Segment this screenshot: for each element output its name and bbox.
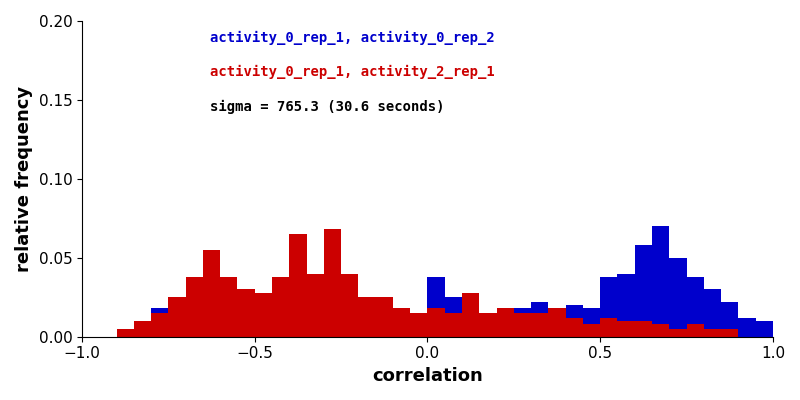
Bar (290, 234, 306, 337)
Bar (756, 321, 773, 337)
Bar (168, 297, 186, 337)
Bar (203, 324, 220, 337)
Bar (634, 245, 652, 337)
Bar (203, 250, 220, 337)
Bar (686, 277, 704, 337)
Bar (427, 277, 445, 337)
Bar (341, 274, 358, 337)
Bar (670, 329, 686, 337)
Bar (566, 318, 583, 337)
Bar (479, 313, 497, 337)
Bar (220, 277, 238, 337)
Bar (514, 313, 531, 337)
Bar (600, 318, 618, 337)
Bar (721, 329, 738, 337)
Bar (376, 297, 393, 337)
Bar (238, 289, 254, 337)
Bar (306, 274, 324, 337)
Bar (220, 321, 238, 337)
Bar (117, 329, 134, 337)
Bar (531, 313, 548, 337)
Bar (376, 329, 393, 337)
Bar (393, 321, 410, 337)
Bar (514, 308, 531, 337)
Bar (186, 277, 203, 337)
Bar (151, 308, 168, 337)
Bar (324, 229, 341, 337)
Bar (531, 302, 548, 337)
Bar (583, 324, 600, 337)
Bar (738, 318, 756, 337)
Bar (548, 308, 566, 337)
Bar (290, 324, 306, 337)
Bar (686, 324, 704, 337)
Bar (462, 292, 479, 337)
Bar (479, 313, 497, 337)
Bar (134, 321, 151, 337)
Bar (704, 329, 721, 337)
Text: activity_0_rep_1, activity_2_rep_1: activity_0_rep_1, activity_2_rep_1 (210, 65, 494, 79)
Bar (410, 321, 427, 337)
Bar (462, 305, 479, 337)
Text: sigma = 765.3 (30.6 seconds): sigma = 765.3 (30.6 seconds) (210, 100, 444, 114)
Bar (358, 297, 376, 337)
Bar (600, 277, 618, 337)
Bar (254, 292, 272, 337)
Bar (721, 302, 738, 337)
Bar (618, 274, 634, 337)
Bar (704, 289, 721, 337)
Bar (272, 277, 290, 337)
Bar (445, 297, 462, 337)
Bar (324, 321, 341, 337)
Y-axis label: relative frequency: relative frequency (15, 86, 33, 272)
Bar (548, 313, 566, 337)
Bar (445, 313, 462, 337)
Bar (151, 313, 168, 337)
Bar (497, 308, 514, 337)
Bar (410, 313, 427, 337)
Bar (393, 308, 410, 337)
Text: activity_0_rep_1, activity_0_rep_2: activity_0_rep_1, activity_0_rep_2 (210, 30, 494, 45)
Bar (670, 258, 686, 337)
Bar (427, 308, 445, 337)
Bar (634, 321, 652, 337)
X-axis label: correlation: correlation (372, 367, 483, 385)
Bar (168, 313, 186, 337)
Bar (583, 308, 600, 337)
Bar (652, 226, 670, 337)
Bar (618, 321, 634, 337)
Bar (497, 321, 514, 337)
Bar (652, 324, 670, 337)
Bar (566, 305, 583, 337)
